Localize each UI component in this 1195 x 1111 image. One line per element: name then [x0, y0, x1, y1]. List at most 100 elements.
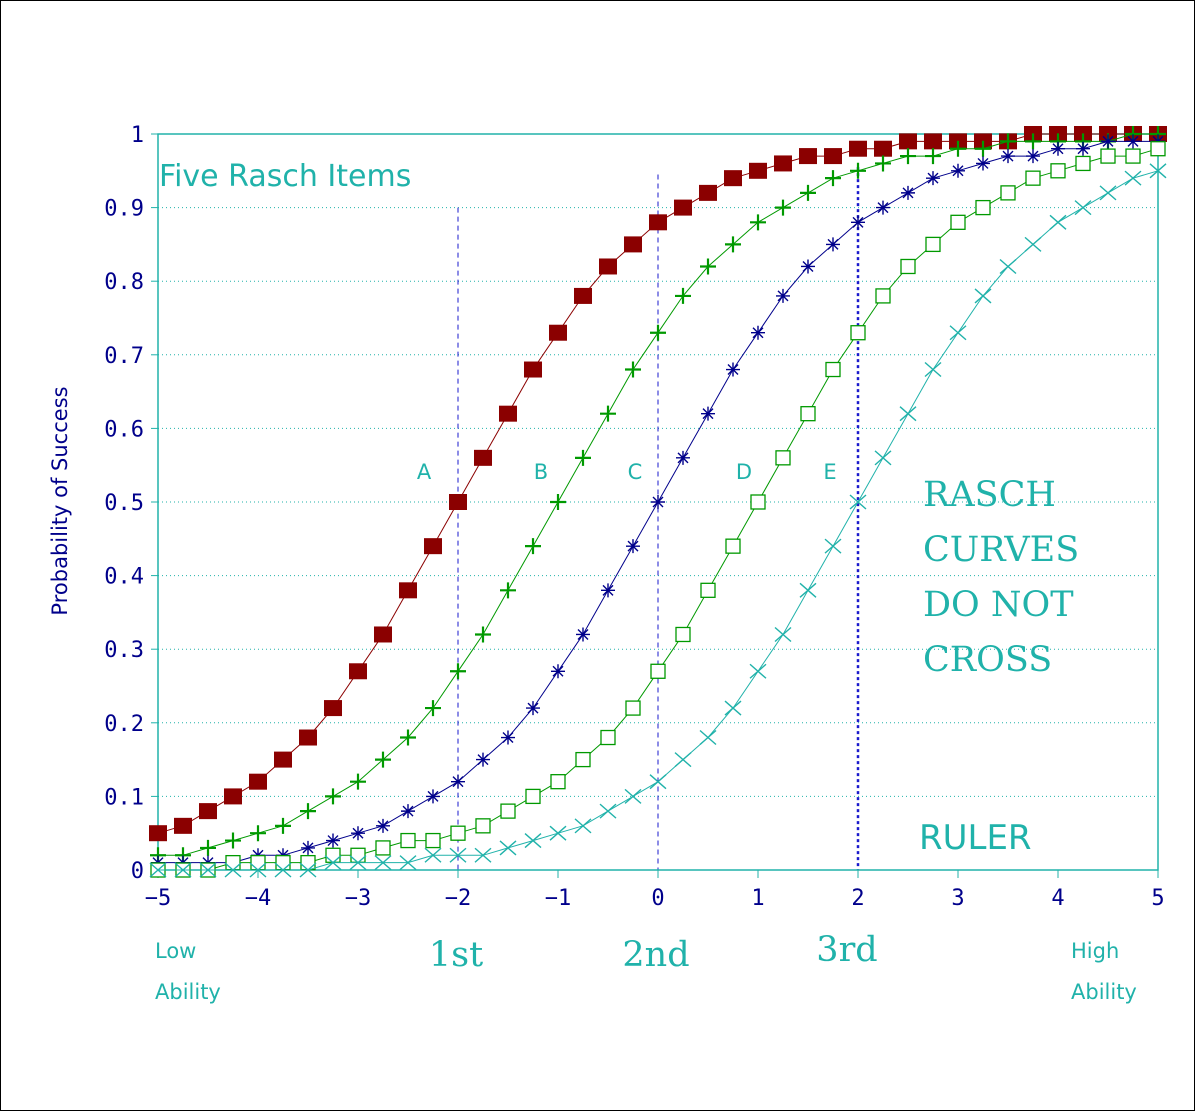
series-d	[150, 141, 1166, 878]
point-a-13	[474, 449, 492, 466]
point-b-11	[425, 700, 441, 717]
point-b-2	[200, 839, 216, 856]
y-tick-label-4: 0.4	[104, 565, 144, 590]
x-tick-label-5: 0	[651, 886, 664, 911]
point-e-23	[724, 700, 742, 716]
point-d-21	[675, 626, 691, 643]
point-b-6	[300, 803, 316, 820]
point-a-10	[399, 582, 417, 599]
point-d-13	[475, 818, 491, 834]
point-b-31	[925, 148, 941, 165]
point-d-12	[450, 825, 466, 841]
point-b-33	[975, 140, 991, 157]
note-line-3: DO NOT	[923, 585, 1074, 625]
point-a-16	[549, 324, 567, 341]
point-b-4	[250, 825, 266, 842]
note-line-1: RASCH	[923, 475, 1056, 515]
point-b-15	[525, 538, 541, 555]
point-e-5	[274, 862, 292, 878]
x-tick-label-2: −3	[345, 886, 372, 911]
point-a-2	[199, 803, 217, 820]
x-tick-label-3: −2	[445, 886, 472, 911]
low-ability-line-2: Ability	[155, 980, 221, 1004]
x-tick-label-0: −5	[145, 886, 172, 911]
point-e-1	[174, 862, 192, 878]
point-d-11	[425, 832, 441, 849]
point-e-4	[249, 862, 267, 878]
point-d-26	[800, 406, 816, 422]
point-b-7	[325, 788, 341, 805]
point-e-30	[899, 406, 917, 422]
point-e-6	[299, 862, 317, 878]
point-c-16	[551, 664, 565, 679]
x-tick-label-9: 4	[1051, 886, 1064, 911]
y-tick-label-9: 0.9	[104, 197, 144, 222]
point-b-9	[375, 751, 391, 768]
curve-label-b: B	[534, 460, 548, 484]
point-d-18	[600, 729, 616, 746]
series-curves	[149, 126, 1167, 878]
point-d-20	[650, 663, 666, 679]
point-d-28	[850, 325, 866, 341]
curve-labels: A B C D E	[417, 460, 837, 484]
point-e-34	[999, 258, 1017, 275]
point-c-29	[876, 200, 890, 215]
point-e-31	[924, 361, 942, 378]
point-b-28	[850, 162, 866, 179]
chart-title: Five Rasch Items	[159, 159, 411, 194]
point-c-15	[526, 701, 540, 716]
point-c-26	[801, 259, 815, 274]
point-a-6	[299, 729, 317, 746]
point-a-1	[174, 817, 192, 834]
point-e-3	[224, 862, 242, 878]
point-b-3	[225, 832, 241, 849]
point-a-23	[724, 170, 742, 187]
point-a-28	[849, 140, 867, 157]
point-b-23	[725, 236, 741, 253]
point-a-26	[799, 148, 817, 165]
point-b-12	[450, 663, 466, 680]
point-d-39	[1125, 148, 1141, 164]
point-e-28	[849, 494, 867, 510]
x-tick-label-1: −4	[245, 886, 272, 911]
point-d-32	[950, 214, 966, 230]
point-a-18	[599, 258, 617, 275]
point-e-25	[774, 626, 792, 643]
point-a-8	[349, 663, 367, 680]
ruler-lines	[457, 167, 860, 870]
point-b-19	[625, 361, 641, 378]
point-a-14	[499, 405, 517, 422]
high-ability-line-1: High	[1071, 939, 1119, 963]
point-e-7	[324, 855, 342, 871]
y-tick-label-1: 0.1	[104, 785, 144, 810]
low-ability-label: Low Ability	[155, 939, 221, 1004]
point-c-13	[476, 752, 490, 767]
x-tick-label-7: 2	[851, 886, 864, 911]
point-e-15	[524, 833, 542, 849]
point-a-0	[149, 825, 167, 842]
point-b-21	[675, 287, 691, 304]
point-c-30	[901, 185, 915, 200]
point-e-11	[424, 847, 442, 863]
point-b-30	[900, 148, 916, 165]
point-e-32	[949, 325, 967, 341]
point-e-38	[1099, 185, 1117, 201]
series-c	[151, 134, 1165, 870]
point-b-24	[750, 214, 766, 231]
note-line-4: CROSS	[923, 640, 1052, 680]
point-a-20	[649, 214, 667, 231]
point-e-36	[1049, 214, 1067, 230]
point-e-12	[449, 847, 467, 863]
series-a	[149, 126, 1167, 842]
point-c-35	[1026, 149, 1040, 164]
point-c-6	[301, 840, 315, 855]
point-d-35	[1025, 170, 1041, 186]
point-d-33	[975, 199, 991, 216]
point-e-26	[799, 582, 817, 598]
point-b-10	[400, 729, 416, 746]
point-c-12	[451, 774, 465, 789]
point-d-17	[575, 751, 591, 768]
ordinal-label-3rd: 3rd	[816, 930, 877, 970]
curve-label-e: E	[823, 460, 836, 484]
point-b-29	[875, 155, 891, 172]
